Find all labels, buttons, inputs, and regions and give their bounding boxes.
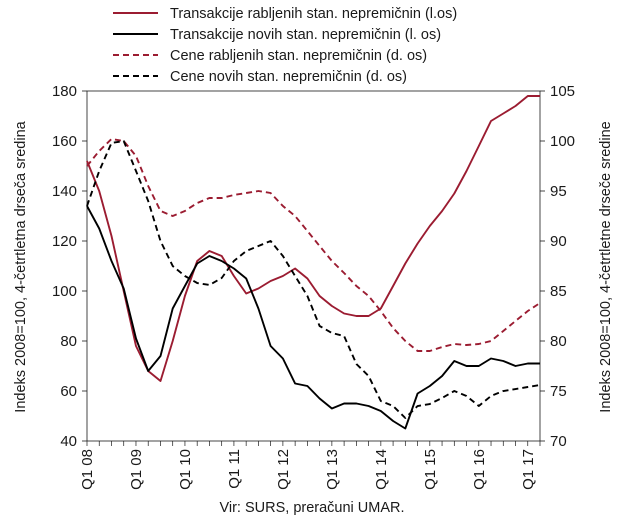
y-right-tick-label: 95 [550,183,567,200]
series-line-1 [86,95,540,382]
y-left-tick-label: 160 [52,133,77,150]
series-line-2 [86,205,540,430]
x-tick-label: Q1 14 [373,449,390,490]
legend-label-1: Transakcije rabljenih stan. nepremičnin … [170,6,457,22]
x-axis: Q1 08 Q1 09 Q1 10 Q1 11 Q1 12 Q1 13 Q1 14 Q1 15… [79,441,541,490]
legend-label-2: Transakcije novih stan. nepremičnin (l. … [170,27,441,43]
legend-label-3: Cene rabljenih stan. nepremičnin (d. os) [170,48,427,64]
y-left-tick-label: 40 [60,433,77,450]
x-tick-label: Q1 16 [471,449,488,490]
y-right-tick-label: 90 [550,233,567,250]
y-left-tick-label: 180 [52,83,77,100]
legend-label-4: Cene novih stan. nepremičnin (d. os) [170,69,407,85]
y-right-tick-label: 70 [550,433,567,450]
x-tick-label: Q1 09 [128,449,145,490]
y-right-tick-label: 75 [550,383,567,400]
y-left-tick-label: 100 [52,283,77,300]
y-right-tick-label: 85 [550,283,567,300]
x-tick-label: Q1 11 [226,449,243,489]
series-line-3 [86,138,541,352]
series-line-4 [86,140,541,419]
y-axis-left-title: Indeks 2008=100, 4-četrtletna drseča sre… [13,120,29,412]
source-note: Vir: SURS, preračuni UMAR. [219,500,404,516]
x-tick-label: Q1 12 [275,449,292,490]
y-right-tick-label: 80 [550,333,567,350]
legend: Transakcije rabljenih stan. nepremičnin … [113,6,457,85]
plot-area-frame [86,90,541,442]
y-axis-right-title: Indeks 2008=100, 4-četrtletne drseče sre… [598,121,614,412]
x-tick-label: Q1 13 [324,449,341,490]
y-right-tick-label: 105 [550,83,575,100]
y-left-tick-label: 80 [60,333,77,350]
y-axis-left: 40 60 80 100 120 140 160 180 [52,83,87,450]
series-lines [86,95,541,430]
y-left-tick-label: 60 [60,383,77,400]
y-left-tick-label: 120 [52,233,77,250]
x-tick-label: Q1 17 [520,449,537,490]
y-left-tick-label: 140 [52,183,77,200]
x-tick-label: Q1 08 [79,449,96,490]
y-axis-right: 70 75 80 85 90 95 100 105 [540,83,575,450]
y-right-tick-label: 100 [550,133,575,150]
x-tick-label: Q1 10 [177,449,194,490]
x-tick-label: Q1 15 [422,449,439,490]
